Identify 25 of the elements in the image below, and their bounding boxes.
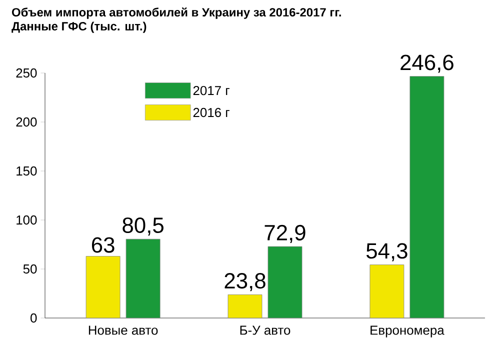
bar — [126, 238, 160, 318]
y-tick-label: 50 — [23, 264, 37, 274]
y-tick-label: 250 — [16, 68, 37, 78]
data-label: 246,6 — [400, 54, 454, 73]
y-tick-label: 100 — [16, 215, 37, 225]
data-label: 63 — [92, 237, 114, 253]
data-label: 72,9 — [264, 224, 306, 244]
y-tick-label: 0 — [30, 313, 37, 323]
bar — [370, 264, 404, 318]
y-tick-label: 200 — [16, 117, 37, 127]
legend-label: 2017 г — [193, 86, 230, 96]
data-label: 80,5 — [122, 217, 164, 236]
chart-subtitle: Данные ГФС (тыс. шт.) — [12, 22, 146, 33]
x-tick-label: Б-У авто — [240, 326, 290, 335]
chart-title: Объем импорта автомобилей в Украину за 2016-2017 гг. — [12, 8, 341, 19]
y-tick-label: 150 — [16, 166, 37, 176]
data-label: 54,3 — [366, 243, 408, 262]
legend-label: 2016 г — [193, 108, 230, 118]
data-label: 23,8 — [224, 273, 266, 292]
x-tick-label: Новые авто — [88, 326, 158, 335]
bar — [228, 294, 262, 318]
bar — [268, 246, 302, 318]
bar — [86, 256, 120, 318]
bar — [410, 76, 444, 318]
x-tick-label: Еврономера — [370, 326, 444, 338]
